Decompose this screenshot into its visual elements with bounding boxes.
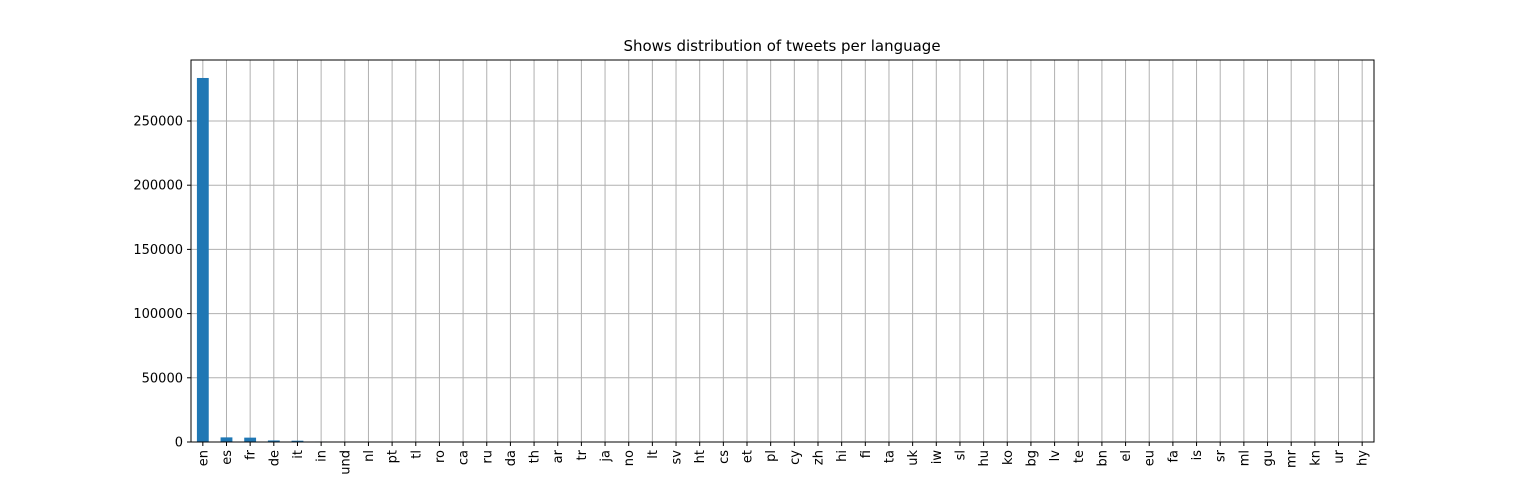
- x-tick-label: ca: [457, 450, 472, 465]
- y-tick-label: 0: [175, 436, 183, 451]
- x-tick-label: ta: [882, 450, 897, 463]
- x-tick-label: pt: [386, 450, 401, 463]
- x-tick-label: th: [528, 450, 543, 463]
- y-tick-label: 250000: [133, 114, 183, 129]
- x-tick-label: ur: [1332, 449, 1347, 463]
- x-tick-label: it: [291, 450, 306, 459]
- x-axis: en es fr de it in und nl pt tl ro ca ru da th ar tr ja no l…: [196, 442, 1371, 475]
- x-tick-label: tl: [409, 450, 424, 459]
- y-tick-label: 150000: [133, 243, 183, 258]
- y-tick-label: 100000: [133, 307, 183, 322]
- x-tick-label: nl: [362, 450, 377, 462]
- x-tick-label: in: [315, 450, 330, 462]
- x-tick-label: en: [196, 450, 211, 466]
- y-axis: 0 50000 100000 150000 200000 250000: [133, 114, 191, 451]
- x-tick-label: gu: [1261, 450, 1276, 467]
- x-tick-label: mr: [1285, 449, 1300, 468]
- x-tick-label: ja: [599, 450, 614, 463]
- x-tick-label: ko: [1001, 450, 1016, 465]
- x-tick-label: hy: [1356, 450, 1371, 466]
- x-tick-label: iw: [930, 450, 945, 465]
- x-tick-label: bg: [1024, 450, 1039, 467]
- x-tick-label: zh: [811, 450, 826, 465]
- x-tick-label: fi: [859, 450, 874, 458]
- bar-en: [196, 77, 209, 442]
- bar-de: [267, 440, 280, 442]
- y-tick-label: 200000: [133, 179, 183, 194]
- x-tick-label: sr: [1214, 449, 1229, 462]
- x-tick-label: und: [338, 450, 353, 475]
- x-tick-label: fa: [1166, 450, 1181, 463]
- x-tick-label: el: [1119, 450, 1134, 462]
- x-tick-label: da: [504, 450, 519, 466]
- x-tick-label: sl: [953, 450, 968, 460]
- x-tick-label: hi: [835, 450, 850, 462]
- x-tick-label: ht: [693, 450, 708, 463]
- x-tick-label: eu: [1143, 450, 1158, 466]
- x-tick-label: et: [741, 450, 756, 463]
- plot-frame: [190, 59, 1375, 443]
- y-tick-label: 50000: [142, 371, 183, 386]
- x-tick-label: lt: [646, 450, 661, 459]
- x-tick-label: cs: [717, 450, 732, 464]
- x-tick-label: ar: [551, 449, 566, 463]
- x-tick-label: de: [267, 450, 282, 466]
- x-tick-label: te: [1072, 450, 1087, 463]
- x-tick-label: no: [622, 450, 637, 466]
- x-tick-label: tr: [575, 449, 590, 460]
- bar-fr: [244, 437, 257, 442]
- x-tick-label: cy: [788, 450, 803, 465]
- grid-lines: [191, 60, 1374, 443]
- x-tick-label: bn: [1095, 450, 1110, 467]
- x-tick-label: es: [220, 450, 235, 465]
- x-tick-label: uk: [906, 450, 921, 466]
- x-tick-label: lv: [1048, 450, 1063, 462]
- bar-es: [220, 437, 233, 442]
- x-tick-label: ru: [480, 450, 495, 464]
- x-tick-label: is: [1190, 450, 1205, 461]
- x-tick-label: sv: [670, 450, 685, 465]
- bar-it: [291, 440, 304, 442]
- x-tick-label: kn: [1308, 450, 1323, 466]
- x-tick-label: fr: [244, 449, 259, 460]
- x-tick-label: hu: [977, 450, 992, 466]
- chart-title: Shows distribution of tweets per languag…: [623, 37, 940, 55]
- x-tick-label: pl: [764, 450, 779, 462]
- x-tick-label: ml: [1237, 450, 1252, 466]
- x-tick-label: ro: [433, 450, 448, 463]
